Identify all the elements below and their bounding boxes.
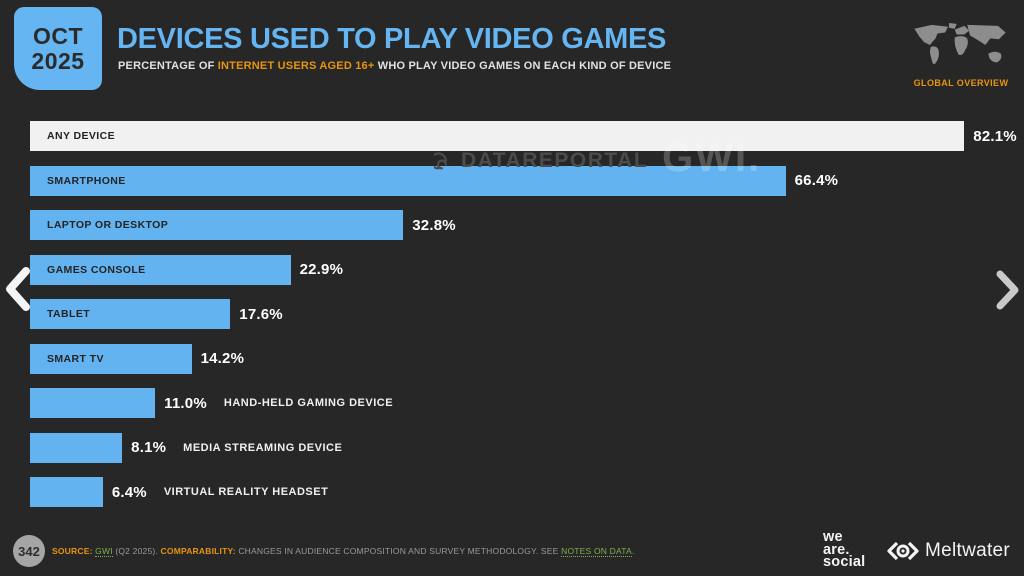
bar-row: 11.0% HAND-HELD GAMING DEVICE <box>30 388 393 418</box>
bar-chart: ANY DEVICE 82.1% SMARTPHONE 66.4% LAPTOP OR … <box>30 121 1024 511</box>
bar-label: TABLET <box>47 308 91 320</box>
bar-label: VIRTUAL REALITY HEADSET <box>163 486 329 498</box>
date-badge: OCT 2025 <box>14 7 102 90</box>
bar-value: 66.4% <box>794 172 839 189</box>
page-title: DEVICES USED TO PLAY VIDEO GAMES <box>117 23 667 55</box>
notes-on-data-link[interactable]: NOTES ON DATA <box>561 546 632 557</box>
bar-row: 8.1% MEDIA STREAMING DEVICE <box>30 432 343 463</box>
bar <box>30 477 103 507</box>
bar: LAPTOP OR DESKTOP <box>30 210 404 240</box>
date-badge-year: 2025 <box>31 47 85 74</box>
bar-label: SMART TV <box>47 352 104 365</box>
source-mid: (Q2 2025). <box>112 546 161 556</box>
global-overview-label: GLOBAL OVERVIEW <box>913 78 1009 88</box>
region-indicator: GLOBAL OVERVIEW <box>906 22 1016 88</box>
bar-label: MEDIA STREAMING DEVICE <box>183 441 343 454</box>
bar-value: 82.1% <box>973 127 1017 145</box>
bar <box>30 388 156 418</box>
bar-label: SMARTPHONE <box>47 174 126 187</box>
subtitle-highlight: INTERNET USERS AGED 16+ <box>217 60 375 72</box>
bar-row: GAMES CONSOLE 22.9% <box>30 254 344 285</box>
page-subtitle: PERCENTAGE OF INTERNET USERS AGED 16+ WH… <box>118 60 671 72</box>
bar-row: SMARTPHONE 66.4% <box>30 165 839 196</box>
date-badge-month: OCT <box>32 23 84 50</box>
prev-arrow[interactable] <box>5 265 31 313</box>
bar-row: ANY DEVICE 82.1% <box>30 121 1017 151</box>
was-line-3: social <box>823 554 866 570</box>
bar-row: TABLET 17.6% <box>30 299 283 329</box>
bar-value: 6.4% <box>111 483 147 501</box>
bar <box>30 432 123 463</box>
source-label: SOURCE: <box>52 546 96 556</box>
source-link-gwi[interactable]: GWI <box>95 546 113 557</box>
bar-value: 11.0% <box>164 394 207 412</box>
meltwater-icon <box>887 541 919 561</box>
was-line-2: are. <box>823 541 850 558</box>
bar-row: LAPTOP OR DESKTOP 32.8% <box>30 210 456 240</box>
bar: ANY DEVICE <box>30 121 965 151</box>
bar-label: GAMES CONSOLE <box>47 263 146 276</box>
bar-value: 22.9% <box>299 261 344 278</box>
source-note: SOURCE: GWI (Q2 2025). COMPARABILITY: CH… <box>52 546 635 557</box>
bar-label: ANY DEVICE <box>47 130 115 142</box>
bar-value: 14.2% <box>200 350 245 367</box>
bar-row: SMART TV 14.2% <box>30 343 245 374</box>
comparability-label: COMPARABILITY: <box>160 546 239 556</box>
next-arrow[interactable] <box>996 269 1020 311</box>
source-end: . <box>631 546 635 556</box>
bar-label: LAPTOP OR DESKTOP <box>47 219 169 231</box>
comparability-text: CHANGES IN AUDIENCE COMPOSITION AND SURV… <box>238 546 562 556</box>
bar-row: 6.4% VIRTUAL REALITY HEADSET <box>30 477 328 507</box>
bar-label: HAND-HELD GAMING DEVICE <box>223 397 394 409</box>
bar-value: 17.6% <box>239 305 283 323</box>
bar: TABLET <box>30 299 231 329</box>
was-line-1: we <box>823 529 843 545</box>
we-are-social-logo: we are. social <box>823 529 866 570</box>
bar: SMARTPHONE <box>30 165 786 196</box>
meltwater-logo: Meltwater <box>886 539 1010 563</box>
bar-value: 32.8% <box>412 216 456 234</box>
bar: GAMES CONSOLE <box>30 254 291 285</box>
page-number: 342 <box>13 535 45 567</box>
subtitle-prefix: PERCENTAGE OF <box>118 60 218 72</box>
world-map-icon <box>914 22 1006 65</box>
meltwater-wordmark: Meltwater <box>925 540 1011 561</box>
bar-value: 8.1% <box>131 439 167 456</box>
bar: SMART TV <box>30 343 192 374</box>
subtitle-suffix: WHO PLAY VIDEO GAMES ON EACH KIND OF DEV… <box>374 60 672 72</box>
